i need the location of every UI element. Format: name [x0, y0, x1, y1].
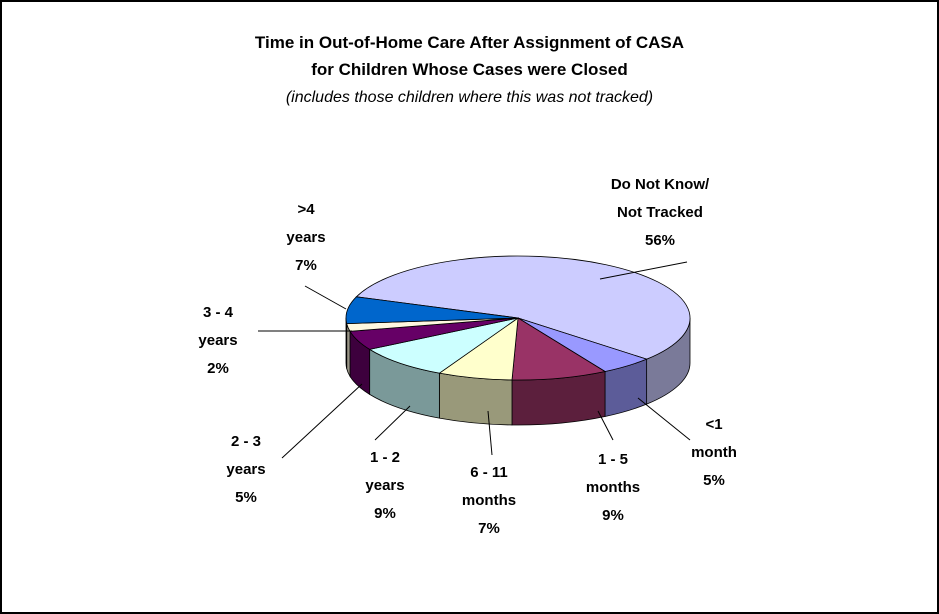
leader-line	[304, 285, 347, 310]
chart-note: (includes those children where this was …	[285, 89, 654, 106]
label-category: Do Not Know/ Not Tracked	[610, 176, 710, 221]
label-category: 1 - 5 months	[585, 451, 641, 496]
label-category: 2 - 3 years	[226, 433, 266, 478]
label-category: >4 years	[286, 201, 326, 246]
data-label: >4 years 7%	[286, 196, 325, 280]
data-label: 1 - 5 months 9%	[586, 446, 640, 530]
leader-line	[374, 405, 411, 441]
slice	[345, 296, 519, 325]
leader-line	[597, 410, 614, 441]
label-category: <1 month	[691, 416, 737, 461]
slice-side	[438, 372, 513, 426]
label-value: 56%	[644, 232, 676, 249]
label-value: 2%	[207, 360, 229, 377]
leader-line	[487, 410, 493, 456]
data-label: Do Not Know/ Not Tracked 56%	[611, 171, 709, 255]
label-value: 5%	[703, 472, 725, 489]
label-value: 7%	[478, 520, 500, 537]
data-label: 3 - 4 years 2%	[198, 299, 237, 383]
leader-line	[637, 397, 691, 441]
label-value: 9%	[602, 507, 624, 524]
label-category: 6 - 11 months	[461, 464, 517, 509]
slice	[511, 317, 607, 381]
slice-side	[345, 317, 348, 369]
data-label: <1 month 5%	[691, 411, 737, 495]
chart-title: Time in Out-of-Home Care After Assignmen…	[254, 33, 685, 52]
data-label: 1 - 2 years 9%	[365, 444, 404, 528]
slice-side	[346, 323, 351, 378]
data-label: 6 - 11 months 7%	[462, 459, 516, 543]
label-value: 9%	[374, 505, 396, 522]
leader-line	[599, 261, 688, 280]
label-category: 3 - 4 years	[198, 304, 238, 349]
label-category: 1 - 2 years	[365, 449, 405, 494]
data-label: 2 - 3 years 5%	[226, 428, 265, 512]
leader-line	[281, 383, 363, 459]
chart-subtitle: for Children Whose Cases were Closed	[311, 60, 628, 79]
slice	[368, 317, 519, 374]
label-value: 7%	[295, 257, 317, 274]
label-value: 5%	[235, 489, 257, 506]
slice	[355, 255, 691, 360]
